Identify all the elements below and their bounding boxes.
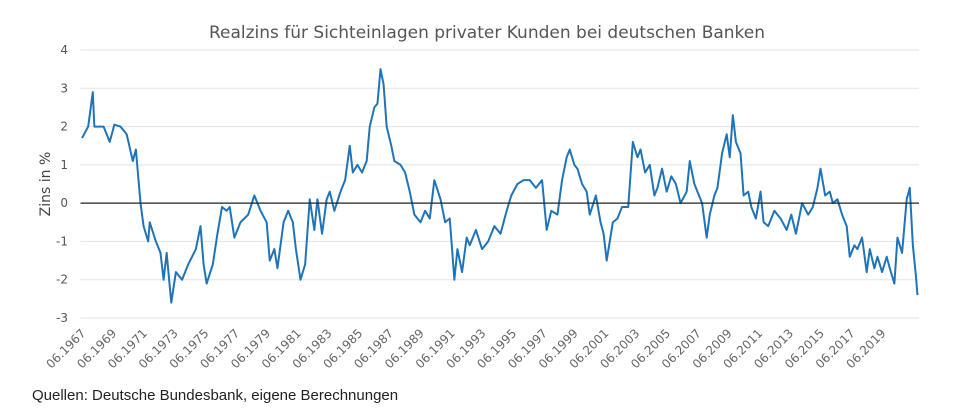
y-tick-label: -1	[56, 234, 68, 248]
y-tick-label: 2	[60, 120, 68, 134]
chart-title: Realzins für Sichteinlagen privater Kund…	[209, 23, 765, 43]
y-tick-label: 3	[60, 81, 68, 95]
source-note: Quellen: Deutsche Bundesbank, eigene Ber…	[32, 387, 398, 404]
y-axis-label: Zins in %	[38, 152, 54, 217]
y-tick-label: -2	[56, 273, 68, 287]
y-tick-label: 4	[60, 43, 68, 57]
y-tick-label: 0	[60, 196, 68, 210]
y-tick-label: -3	[56, 311, 68, 325]
data-line	[81, 68, 919, 304]
y-tick-label: 1	[60, 158, 68, 172]
